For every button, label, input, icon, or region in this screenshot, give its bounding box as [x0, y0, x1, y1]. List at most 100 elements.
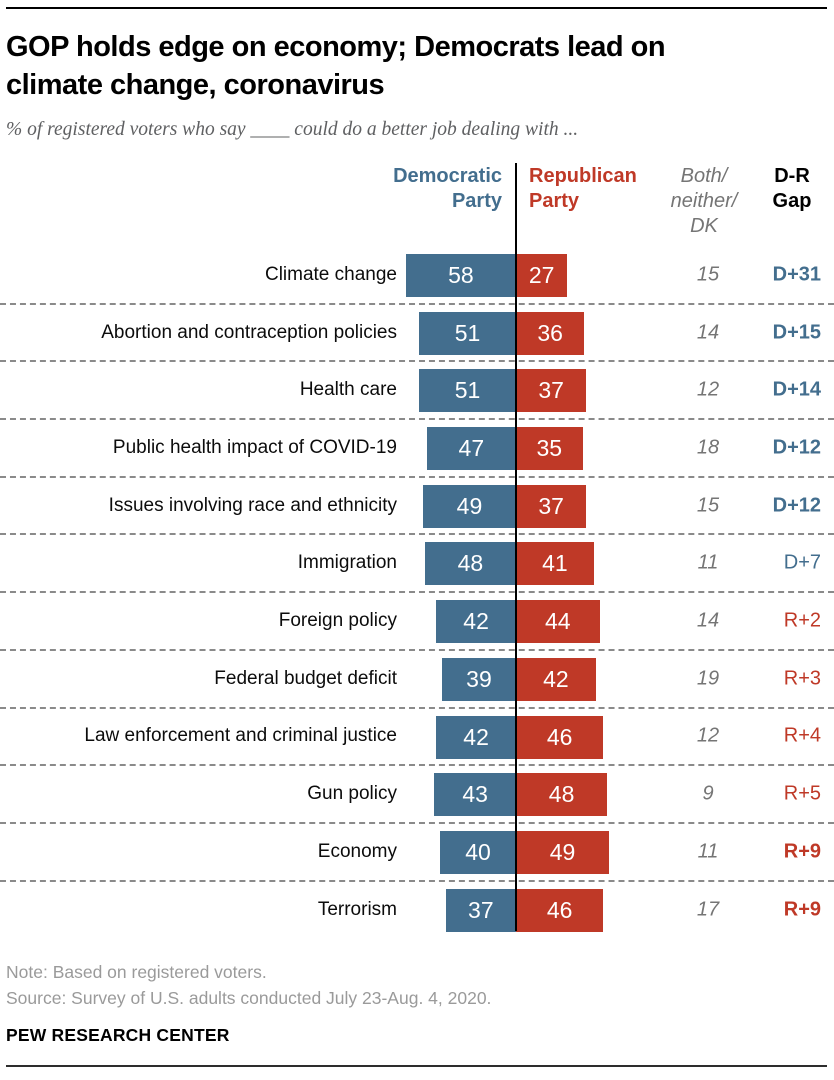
column-header-dr-gap: D-R Gap [772, 165, 812, 212]
democratic-bar: 40 [440, 830, 516, 874]
note-text: Note: Based on registered voters. [6, 962, 267, 982]
gap-value: D+7 [783, 551, 821, 574]
footer: Note: Based on registered voters. Source… [6, 959, 824, 1046]
gap-value: D+12 [772, 436, 821, 459]
table-row: Economy 40 49 11 R+9 [0, 824, 834, 882]
category-label: Gun policy [307, 783, 397, 805]
category-label: Federal budget deficit [214, 667, 397, 689]
table-row: Public health impact of COVID-19 47 35 1… [0, 420, 834, 478]
both-neither-dk-value: 18 [696, 436, 720, 459]
republican-bar: 46 [516, 715, 604, 759]
chart-title: GOP holds edge on economy; Democrats lea… [6, 31, 666, 101]
gap-value: R+9 [783, 898, 821, 921]
category-label: Foreign policy [278, 609, 397, 631]
republican-bar: 35 [516, 427, 583, 471]
republican-bar: 27 [516, 254, 568, 297]
democratic-bar-value: 39 [466, 665, 492, 692]
republican-bar: 48 [516, 773, 608, 817]
table-row: Issues involving race and ethnicity 49 3… [0, 478, 834, 536]
gap-value: R+5 [783, 782, 821, 805]
chart-rows: Climate change 58 27 15 D+31 Abortion an… [0, 247, 834, 939]
center-axis-line [515, 163, 517, 931]
democratic-bar: 51 [419, 311, 516, 355]
both-neither-dk-value: 15 [696, 263, 720, 286]
table-row: Health care 51 37 12 D+14 [0, 362, 834, 421]
gap-value: R+3 [783, 667, 821, 690]
pew-research-center-brand: PEW RESEARCH CENTER [6, 1025, 230, 1045]
republican-bar: 42 [516, 657, 596, 701]
category-label: Immigration [297, 552, 397, 574]
democratic-bar-value: 42 [463, 608, 489, 635]
table-row: Immigration 48 41 11 D+7 [0, 535, 834, 594]
both-neither-dk-value: 9 [702, 782, 714, 805]
gap-value: D+14 [772, 378, 821, 401]
democratic-bar-value: 37 [468, 896, 494, 923]
chart-subtitle: % of registered voters who say ____ coul… [6, 119, 579, 140]
category-label: Economy [317, 840, 397, 862]
democratic-bar-value: 43 [462, 781, 488, 808]
gap-value: D+31 [772, 263, 821, 286]
both-neither-dk-value: 11 [697, 551, 719, 574]
democratic-bar-value: 47 [458, 435, 485, 462]
democratic-bar: 42 [436, 600, 516, 644]
republican-bar: 36 [516, 311, 585, 355]
democratic-bar: 42 [436, 715, 516, 759]
democratic-bar-value: 40 [465, 838, 491, 865]
republican-bar-value: 44 [545, 608, 571, 635]
category-label: Law enforcement and criminal justice [84, 725, 397, 747]
democratic-bar: 37 [445, 888, 516, 932]
republican-bar: 41 [516, 542, 594, 586]
republican-bar-value: 27 [528, 262, 555, 288]
table-row: Foreign policy 42 44 14 R+2 [0, 593, 834, 651]
republican-bar-value: 41 [542, 550, 568, 577]
table-row: Climate change 58 27 15 D+31 [0, 247, 834, 305]
democratic-bar-value: 58 [448, 262, 474, 288]
table-row: Law enforcement and criminal justice 42 … [0, 709, 834, 767]
democratic-bar: 48 [424, 542, 516, 586]
category-label: Issues involving race and ethnicity [108, 494, 397, 516]
both-neither-dk-value: 11 [697, 840, 719, 863]
table-row: Terrorism 37 46 17 R+9 [0, 882, 834, 940]
democratic-bar-value: 51 [454, 319, 481, 346]
column-header-republican-party: Republican Party [529, 165, 637, 212]
republican-bar-value: 36 [537, 319, 563, 346]
gap-value: R+4 [783, 724, 821, 747]
gap-value: D+15 [772, 321, 821, 344]
bottom-divider [6, 1065, 827, 1067]
both-neither-dk-value: 14 [696, 321, 720, 344]
democratic-bar: 43 [434, 773, 516, 817]
diverging-bar-chart: Democratic Party Republican Party Both/ … [0, 161, 834, 941]
category-label: Abortion and contraception policies [101, 321, 397, 343]
category-label: Public health impact of COVID-19 [112, 436, 397, 458]
category-label: Terrorism [317, 899, 397, 921]
gap-value: R+9 [783, 840, 821, 863]
category-label: Health care [299, 379, 397, 401]
both-neither-dk-value: 14 [696, 609, 720, 632]
democratic-bar: 58 [405, 254, 516, 297]
democratic-bar: 47 [426, 427, 516, 471]
democratic-bar: 51 [419, 369, 516, 413]
category-label: Climate change [264, 263, 397, 285]
republican-bar-value: 42 [543, 665, 569, 692]
democratic-bar-value: 51 [454, 377, 481, 404]
republican-bar-value: 37 [538, 492, 564, 519]
gap-value: R+2 [783, 609, 821, 632]
republican-bar-value: 35 [536, 435, 563, 462]
republican-bar-value: 49 [549, 838, 576, 865]
republican-bar: 37 [516, 369, 587, 413]
democratic-bar-value: 48 [457, 550, 484, 577]
both-neither-dk-value: 17 [696, 898, 720, 921]
democratic-bar: 49 [422, 484, 516, 528]
table-row: Gun policy 43 48 9 R+5 [0, 766, 834, 824]
top-divider [6, 7, 827, 9]
both-neither-dk-value: 19 [696, 667, 720, 690]
source-text: Source: Survey of U.S. adults conducted … [6, 988, 492, 1008]
republican-bar: 44 [516, 600, 600, 644]
table-row: Federal budget deficit 39 42 19 R+3 [0, 651, 834, 709]
republican-bar: 37 [516, 484, 587, 528]
gap-value: D+12 [772, 494, 821, 517]
both-neither-dk-value: 12 [696, 724, 720, 747]
republican-bar-value: 37 [538, 377, 564, 404]
republican-bar: 46 [516, 888, 604, 932]
